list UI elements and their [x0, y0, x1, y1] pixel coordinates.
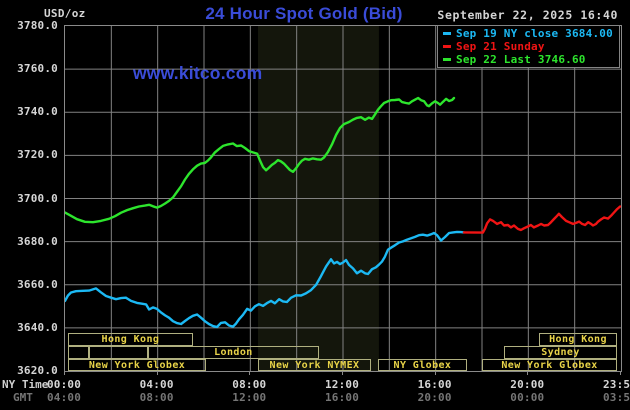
- legend-dash-icon: [443, 31, 451, 35]
- session-box-new-york-nymex: New York NYMEX: [257, 358, 372, 371]
- x-tick-label-gmt: 08:00: [139, 391, 174, 404]
- kitco-link[interactable]: www.kitco.com: [133, 63, 263, 83]
- gmt-axis-label: GMT: [13, 391, 33, 404]
- session-box-new-york-globex: New York Globex: [482, 358, 618, 371]
- legend-item: Sep 22 Last 3746.60: [442, 53, 619, 66]
- x-tick-label-gmt: 04:00: [46, 391, 82, 404]
- legend-dash-icon: [443, 57, 451, 61]
- legend-item: Sep 21 Sunday: [442, 40, 619, 53]
- y-tick-label: 3740.0: [17, 105, 58, 119]
- x-tick-label-ny: 00:00: [46, 378, 82, 391]
- y-tick-label: 3780.0: [17, 19, 58, 32]
- chart-timestamp: September 22, 2025 16:40: [437, 8, 618, 22]
- y-tick-label: 3760.0: [17, 62, 58, 76]
- legend-dash-icon: [443, 44, 451, 48]
- chart-plot-area: www.kitco.com Hong Kong Hong Kong London Sy…: [64, 25, 622, 372]
- legend-label: Sep 19 NY close 3684.00: [456, 27, 613, 40]
- x-axis-tick: [434, 371, 436, 375]
- x-axis-tick: [249, 371, 251, 375]
- x-tick-label-ny: 12:00: [324, 378, 360, 391]
- unit-label: USD/oz: [44, 7, 86, 20]
- session-box-london: London: [147, 346, 319, 359]
- chart-legend: Sep 19 NY close 3684.00 Sep 21 Sunday Sep …: [437, 25, 620, 68]
- session-box-hong-kong: Hong Kong: [538, 333, 618, 346]
- legend-label: Sep 21 Sunday: [456, 40, 545, 53]
- x-axis-tick: [620, 371, 621, 375]
- x-tick-label-ny: 16:00: [417, 378, 452, 391]
- x-tick-label-gmt: 20:00: [417, 391, 452, 404]
- x-axis-tick: [527, 371, 529, 375]
- y-tick-label: 3700.0: [17, 191, 58, 205]
- x-axis-tick: [342, 371, 343, 375]
- session-box-ny-globex: NY Globex: [377, 358, 467, 371]
- price-line-2: [462, 205, 621, 234]
- page-title: 24 Hour Spot Gold (Bid): [205, 4, 403, 23]
- y-tick-label: 3620.0: [17, 364, 58, 377]
- session-box-new-york-globex: New York Globex: [68, 358, 207, 371]
- session-box-sydney: Sydney: [504, 346, 618, 359]
- legend-label: Sep 22 Last 3746.60: [456, 53, 586, 66]
- price-line-0: [65, 96, 456, 224]
- x-tick-label-gmt: 16:00: [324, 391, 360, 404]
- chart-canvas: [65, 26, 621, 371]
- x-tick-label-gmt: 00:00: [510, 391, 545, 404]
- x-tick-label-gmt: 03:59: [602, 391, 630, 404]
- x-tick-label-ny: 20:00: [510, 378, 545, 391]
- x-axis-tick: [64, 371, 65, 375]
- session-box: [68, 346, 90, 359]
- session-box: [89, 346, 148, 359]
- y-tick-label: 3640.0: [17, 320, 58, 334]
- price-line-1: [65, 230, 466, 329]
- y-tick-label: 3660.0: [17, 277, 58, 291]
- legend-item: Sep 19 NY close 3684.00: [442, 27, 619, 40]
- x-axis-tick: [156, 371, 158, 375]
- y-tick-label: 3720.0: [17, 148, 58, 162]
- ny-time-axis-label: NY Time: [2, 378, 49, 391]
- x-tick-label-ny: 23:59: [602, 378, 630, 391]
- x-tick-label-ny: 04:00: [139, 378, 174, 391]
- x-tick-label-gmt: 12:00: [232, 391, 267, 404]
- x-tick-label-ny: 08:00: [232, 378, 267, 391]
- session-box-hong-kong: Hong Kong: [68, 333, 193, 346]
- y-tick-label: 3680.0: [17, 234, 58, 248]
